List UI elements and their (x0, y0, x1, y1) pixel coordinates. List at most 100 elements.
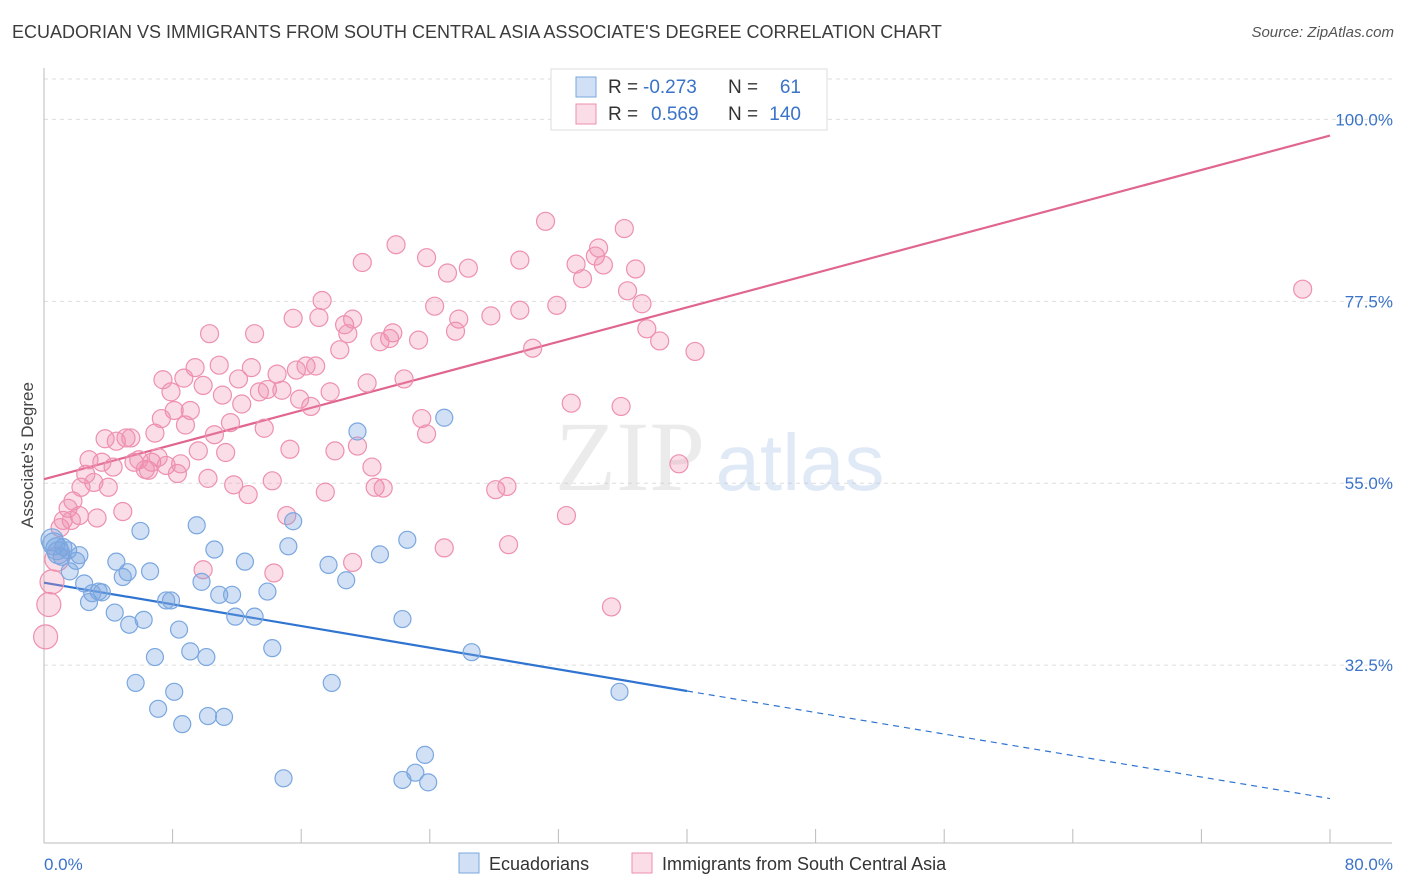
immigrants-point (209, 355, 229, 375)
ecuadorians-point (60, 562, 79, 581)
immigrants-point (264, 563, 284, 583)
immigrants-point (394, 369, 414, 389)
ecuadorians-point (192, 572, 211, 591)
immigrants-point (193, 375, 213, 396)
ecuadorians-point (279, 537, 298, 556)
watermark-atlas: atlas (716, 418, 885, 507)
legend-n-label-pink: N = (728, 104, 758, 125)
immigrants-point (510, 300, 530, 320)
ecuadorians-points (40, 408, 629, 792)
immigrants-point (262, 471, 282, 491)
immigrants-point (103, 457, 123, 477)
immigrants-point (449, 309, 469, 329)
immigrants-point (347, 436, 368, 456)
immigrants-point (185, 358, 205, 378)
immigrants-point (498, 535, 519, 555)
immigrants-point (161, 382, 181, 402)
immigrants-point (296, 356, 316, 376)
immigrants-point (434, 538, 454, 558)
immigrants-point (267, 364, 287, 384)
watermark-zip: ZIP (555, 401, 705, 512)
ecuadorians-trend-dashed (686, 690, 1331, 800)
immigrants-point (254, 418, 274, 438)
ecuadorians-point (462, 643, 481, 662)
immigrants-point (343, 552, 363, 573)
immigrants-point (95, 429, 115, 449)
immigrants-point (76, 464, 96, 484)
axes (43, 68, 1392, 844)
immigrants-point (572, 269, 593, 289)
immigrants-point (198, 468, 218, 488)
immigrants-point (669, 454, 689, 474)
ecuadorians-point (120, 615, 139, 634)
legend-r-label-blue: R = (608, 77, 638, 98)
immigrants-point (637, 319, 657, 339)
legend-swatch-pink (575, 103, 597, 125)
immigrants-point (1293, 279, 1313, 299)
immigrants-point (416, 424, 437, 444)
immigrants-point (617, 281, 638, 301)
legend-r-value-pink: 0.569 (651, 104, 699, 125)
immigrants-point (309, 307, 329, 328)
immigrants-point (116, 428, 136, 448)
immigrants-point (330, 340, 350, 360)
ecuadorians-point (187, 516, 206, 535)
immigrants-point (416, 248, 437, 268)
bottom-legend-swatch-pink (631, 852, 653, 874)
ecuadorians-point (610, 682, 629, 701)
immigrants-point (383, 323, 403, 343)
ecuadorians-point (284, 512, 303, 531)
series-legend: Ecuadorians Immigrants from South Centra… (458, 852, 947, 874)
immigrants-point (357, 373, 377, 393)
immigrants-point (556, 505, 577, 526)
immigrants-point (272, 380, 292, 400)
legend-n-value-pink: 140 (769, 104, 801, 125)
ecuadorians-point (118, 563, 137, 582)
immigrants-point (238, 484, 258, 505)
immigrants-point (249, 382, 270, 402)
immigrants-point (497, 476, 517, 497)
immigrants-point (611, 396, 631, 417)
chart-title: ECUADORIAN VS IMMIGRANTS FROM SOUTH CENT… (12, 22, 942, 42)
immigrants-point (343, 309, 363, 329)
immigrants-point (315, 482, 335, 502)
immigrants-point (481, 306, 501, 326)
immigrants-point (92, 452, 112, 472)
immigrants-point (312, 290, 332, 311)
ecuadorians-point (197, 647, 216, 667)
ecuadorians-trend-solid (43, 581, 688, 693)
y-tick-label: 100.0% (1335, 110, 1393, 129)
immigrants-point (33, 624, 59, 650)
immigrants-point (362, 457, 382, 477)
legend-swatch-blue (575, 76, 597, 98)
ecuadorians-point (205, 540, 224, 559)
immigrants-point (437, 263, 458, 283)
immigrants-point (98, 477, 118, 497)
immigrants-point (523, 338, 543, 358)
immigrants-point (180, 400, 200, 421)
immigrants-point (216, 442, 236, 463)
immigrants-point (458, 258, 478, 278)
immigrants-point (614, 218, 634, 239)
immigrants-point (632, 294, 652, 314)
ecuadorians-point (140, 562, 160, 581)
immigrants-point (224, 475, 244, 495)
ecuadorians-point (67, 551, 86, 570)
immigrants-point (69, 505, 89, 526)
immigrants-point (121, 428, 141, 448)
immigrants-point (373, 478, 393, 498)
immigrants-point (412, 408, 432, 429)
ecuadorians-point (348, 422, 367, 441)
immigrants-point (188, 441, 208, 461)
ecuadorians-point (274, 769, 293, 788)
x-tick-label: 0.0% (44, 855, 83, 874)
immigrants-point (386, 235, 406, 255)
immigrants-point (280, 439, 300, 459)
immigrants-point (380, 328, 400, 349)
ecuadorians-point (398, 530, 417, 549)
immigrants-point (561, 393, 581, 413)
x-tick-label: 80.0% (1345, 855, 1393, 874)
immigrants-point (486, 480, 506, 500)
ecuadorians-point (406, 763, 425, 782)
